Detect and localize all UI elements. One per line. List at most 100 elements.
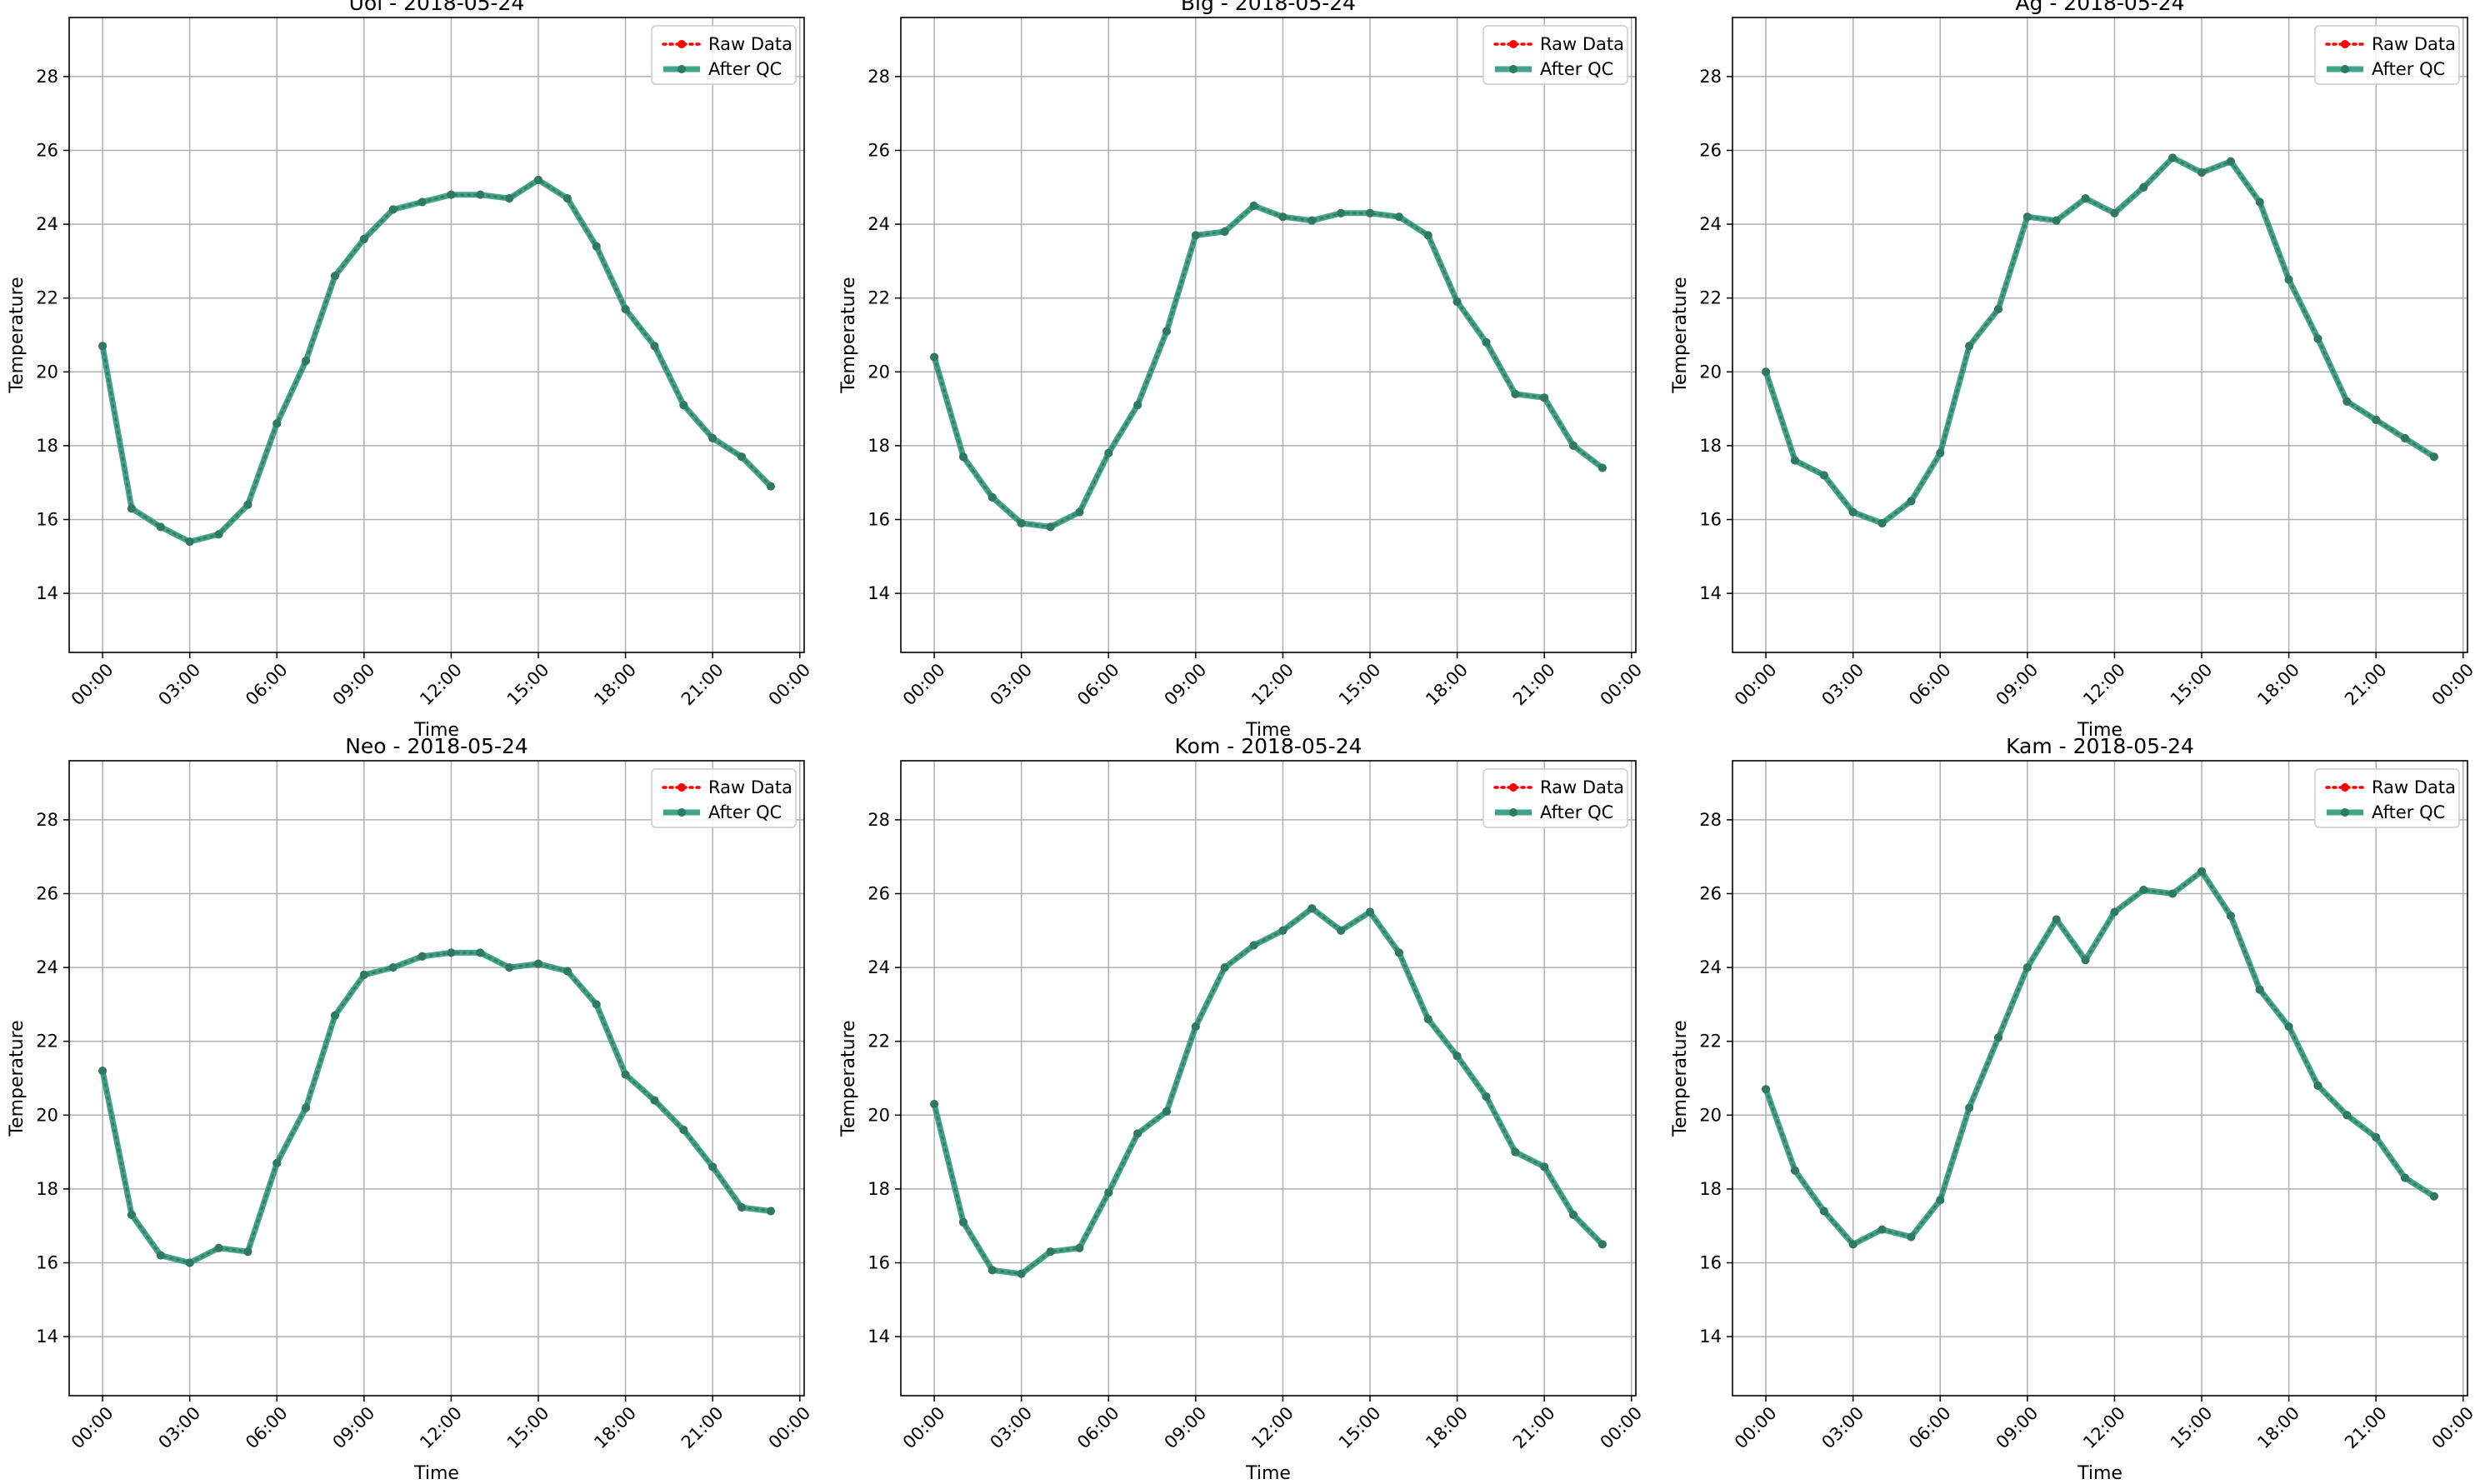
after-qc-point bbox=[1394, 212, 1403, 222]
after-qc-point bbox=[930, 1100, 939, 1109]
after-qc-point bbox=[1075, 507, 1084, 517]
grid bbox=[69, 17, 804, 652]
y-tick-label: 28 bbox=[36, 810, 58, 830]
after-qc-point bbox=[1278, 212, 1288, 222]
after-qc-point bbox=[1965, 1103, 1974, 1112]
series-after-qc bbox=[98, 175, 775, 547]
y-tick-label: 16 bbox=[1699, 510, 1722, 530]
after-qc-point bbox=[1848, 1240, 1858, 1249]
grid bbox=[1732, 761, 2468, 1396]
subplot-title: Kam - 2018-05-24 bbox=[2006, 734, 2194, 758]
x-tick-label: 09:00 bbox=[329, 1403, 379, 1453]
after-qc-point bbox=[156, 522, 165, 532]
x-tick-label: 03:00 bbox=[986, 1403, 1036, 1453]
after-qc-point bbox=[476, 948, 485, 957]
x-tick-label: 00:00 bbox=[899, 1403, 949, 1453]
x-tick-label: 06:00 bbox=[1073, 660, 1123, 710]
after-qc-point bbox=[185, 1258, 194, 1267]
legend-raw-marker bbox=[2341, 40, 2349, 48]
axes-frame bbox=[1732, 17, 2468, 653]
subplot-1: 14 16 18 20 22 24 26 28 00:00 03:00 06:00 09:00 12:0… bbox=[7, 0, 814, 741]
after-qc-point bbox=[98, 1067, 108, 1076]
after-qc-point bbox=[1452, 297, 1462, 307]
x-tick-label: 06:00 bbox=[242, 660, 292, 710]
after-qc-point bbox=[330, 272, 339, 281]
x-tick-label: 12:00 bbox=[2079, 1403, 2129, 1453]
legend-raw-label: Raw Data bbox=[1540, 34, 1624, 54]
axes-frame bbox=[900, 17, 1637, 653]
x-tick-label: 18:00 bbox=[2253, 1403, 2303, 1453]
after-qc-line bbox=[1762, 154, 2436, 527]
after-qc-line-overlay bbox=[102, 178, 772, 543]
after-qc-point bbox=[359, 970, 368, 979]
after-qc-point bbox=[1308, 904, 1317, 913]
after-qc-point bbox=[272, 419, 282, 428]
y-tick-label: 14 bbox=[36, 583, 58, 603]
after-qc-point bbox=[388, 963, 398, 972]
subplot-6: 14 16 18 20 22 24 26 28 00:00 03:00 06:00 09:00 12:0… bbox=[1670, 734, 2478, 1484]
after-qc-point bbox=[679, 1126, 688, 1135]
after-qc-point bbox=[766, 1207, 775, 1216]
after-qc-point bbox=[621, 1070, 630, 1079]
y-tick-label: 18 bbox=[1699, 1179, 1722, 1199]
x-tick-label: 15:00 bbox=[2167, 1403, 2217, 1453]
y-tick-label: 14 bbox=[1699, 1327, 1722, 1347]
legend: Raw Data After QC bbox=[651, 25, 797, 85]
y-tick-label: 24 bbox=[1699, 214, 1722, 234]
y-tick-label: 28 bbox=[36, 67, 58, 87]
after-qc-point bbox=[1511, 1147, 1520, 1157]
after-qc-point bbox=[1337, 208, 1346, 217]
after-qc-point bbox=[418, 952, 427, 961]
after-qc-point bbox=[1394, 948, 1403, 957]
y-tick-label: 24 bbox=[36, 957, 58, 977]
after-qc-point bbox=[958, 1217, 968, 1227]
y-tick-label: 16 bbox=[868, 1253, 890, 1273]
after-qc-point bbox=[679, 401, 688, 410]
after-qc-point bbox=[214, 1243, 223, 1252]
x-tick-label: 00:00 bbox=[1597, 1403, 1647, 1453]
after-qc-point bbox=[1191, 1022, 1200, 1031]
after-qc-point bbox=[988, 1266, 997, 1275]
subplot-3: 14 16 18 20 22 24 26 28 00:00 03:00 06:00 09:00 12:0… bbox=[1670, 0, 2478, 741]
after-qc-point bbox=[2110, 208, 2119, 217]
x-tick-label: 18:00 bbox=[1422, 1403, 1472, 1453]
after-qc-point bbox=[2313, 1081, 2322, 1090]
x-tick-label: 00:00 bbox=[2428, 660, 2478, 710]
axes-frame bbox=[68, 17, 805, 653]
x-tick-label: 12:00 bbox=[2079, 660, 2129, 710]
y-axis-label: Temperature bbox=[1670, 1020, 1691, 1137]
after-qc-point bbox=[243, 1247, 252, 1257]
y-tick-label: 26 bbox=[1699, 140, 1722, 160]
x-axis-label: Time bbox=[413, 720, 459, 741]
legend-qc-label: After QC bbox=[1540, 802, 1613, 822]
x-tick-label: 21:00 bbox=[678, 660, 728, 710]
after-qc-point bbox=[1598, 463, 1607, 472]
y-tick-label: 16 bbox=[36, 510, 58, 530]
y-tick-label: 18 bbox=[1699, 436, 1722, 456]
after-qc-point bbox=[1878, 1225, 1887, 1234]
after-qc-point bbox=[1104, 1188, 1113, 1197]
after-qc-point bbox=[1848, 507, 1858, 517]
axes-frame bbox=[68, 760, 805, 1397]
after-qc-point bbox=[958, 452, 968, 462]
legend: Raw Data After QC bbox=[2314, 768, 2460, 828]
after-qc-point bbox=[1907, 1232, 1916, 1242]
legend-raw-label: Raw Data bbox=[2372, 34, 2456, 54]
y-axis-label: Temperature bbox=[1670, 277, 1691, 393]
x-tick-label: 00:00 bbox=[2428, 1403, 2478, 1453]
x-tick-label: 12:00 bbox=[1248, 660, 1298, 710]
legend-qc-label: After QC bbox=[708, 59, 782, 79]
y-axis-label: Temperature bbox=[838, 1020, 859, 1137]
after-qc-point bbox=[988, 492, 997, 502]
x-tick-label: 21:00 bbox=[1509, 660, 1559, 710]
legend-raw-label: Raw Data bbox=[708, 34, 792, 54]
x-tick-label: 00:00 bbox=[1731, 1403, 1781, 1453]
after-qc-point bbox=[1965, 342, 1974, 351]
after-qc-point bbox=[1790, 1166, 1799, 1175]
legend-raw-label: Raw Data bbox=[708, 777, 792, 797]
x-tick-label: 15:00 bbox=[1335, 1403, 1385, 1453]
after-qc-point bbox=[2255, 197, 2264, 207]
legend: Raw Data After QC bbox=[2314, 25, 2460, 85]
after-qc-point bbox=[2081, 956, 2090, 965]
y-tick-label: 22 bbox=[1699, 288, 1722, 308]
